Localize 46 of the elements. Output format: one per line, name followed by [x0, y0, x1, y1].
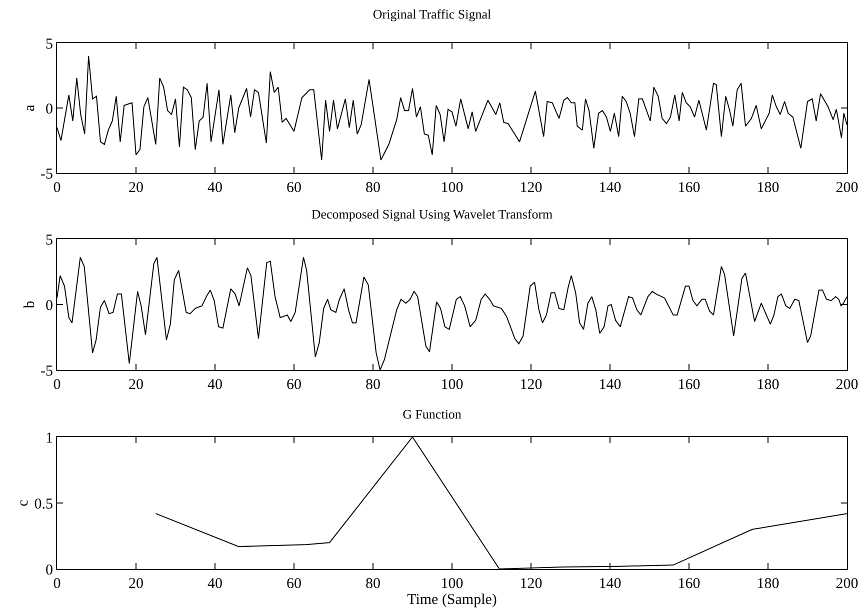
x-tick-label: 60: [286, 576, 302, 592]
x-tick-label: 40: [208, 180, 222, 196]
x-tick-label: 40: [208, 377, 222, 393]
x-tick-label: 20: [128, 576, 144, 592]
x-tick-label: 140: [598, 576, 622, 592]
y-tick-label: -5: [40, 363, 53, 380]
x-tick-label: 80: [366, 377, 380, 393]
chart-title: G Function: [402, 406, 462, 422]
x-tick-label: 80: [366, 576, 380, 592]
y-tick-label: 0.5: [34, 496, 53, 512]
x-tick-label: 140: [598, 377, 622, 393]
x-tick-label: 100: [440, 180, 464, 196]
x-tick-label: 80: [366, 180, 380, 196]
x-tick-label: 20: [128, 377, 144, 393]
x-tick-label: 180: [756, 180, 780, 196]
y-tick-label: 5: [46, 232, 53, 248]
x-tick-label: 200: [836, 576, 858, 592]
x-tick-label: 60: [286, 377, 302, 393]
x-tick-label: 20: [128, 180, 144, 196]
x-tick-label: 100: [440, 377, 464, 393]
x-tick-label: 120: [520, 377, 542, 393]
chart-title: Original Traffic Signal: [372, 6, 492, 22]
y-axis-title: a: [22, 104, 38, 112]
y-tick-label: 0: [46, 562, 53, 578]
y-tick-label: 0: [46, 101, 53, 118]
x-tick-label: 160: [678, 576, 700, 592]
y-axis-title: b: [22, 300, 38, 308]
x-tick-label: 180: [756, 576, 780, 592]
x-tick-label: 120: [520, 180, 542, 196]
y-tick-label: 5: [46, 36, 53, 52]
x-tick-label: 100: [440, 576, 464, 592]
chart-title: Decomposed Signal Using Wavelet Transform: [311, 206, 553, 222]
y-axis-title: c: [16, 499, 32, 506]
x-tick-label: 120: [520, 576, 542, 592]
x-tick-label: 160: [678, 377, 700, 393]
y-tick-label: 1: [46, 430, 53, 446]
x-tick-label: 60: [286, 180, 302, 196]
x-tick-label: 200: [836, 180, 858, 196]
y-tick-label: 0: [46, 298, 53, 314]
x-tick-label: 140: [598, 180, 622, 196]
x-tick-label: 40: [208, 576, 222, 592]
y-tick-label: -5: [40, 166, 53, 182]
x-tick-label: 200: [836, 377, 858, 393]
x-tick-label: 160: [678, 180, 700, 196]
x-tick-label: 180: [756, 377, 780, 393]
x-axis-title: Time (Sample): [407, 592, 497, 608]
